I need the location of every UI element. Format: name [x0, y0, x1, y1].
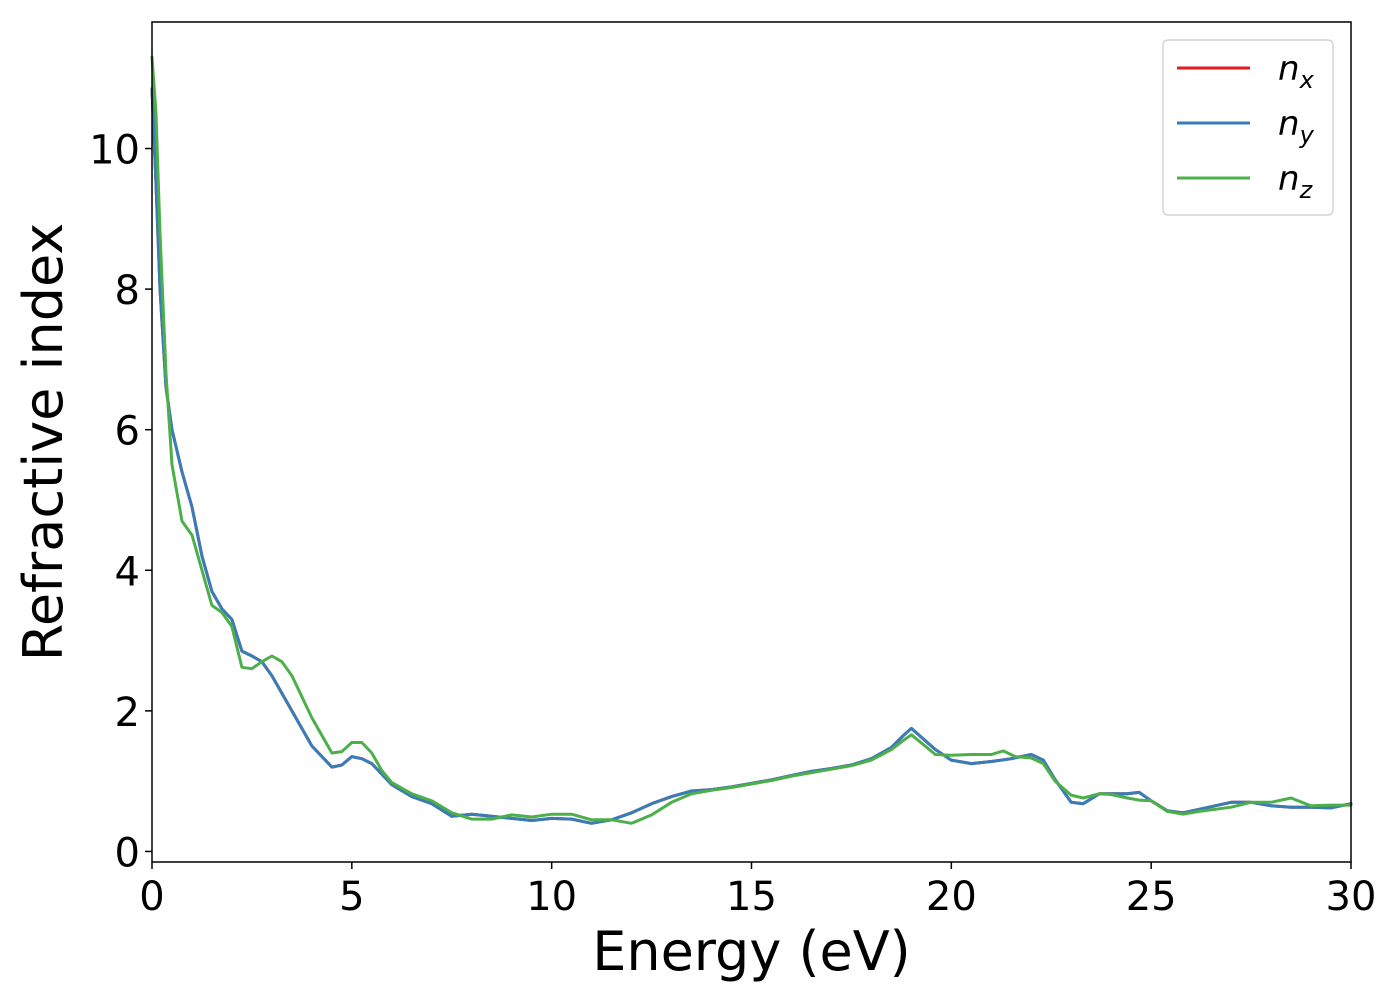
series-line-n-y — [150, 87, 1353, 825]
y-tick-label: 4 — [115, 549, 140, 595]
series-layer — [150, 55, 1353, 825]
y-tick-label: 0 — [115, 830, 140, 876]
x-tick-label: 0 — [139, 874, 164, 920]
x-tick-label: 15 — [726, 874, 777, 920]
y-tick-label: 10 — [89, 128, 140, 174]
x-axis: 0 5 10 15 20 25 30 — [139, 862, 1376, 920]
legend-label-n-z: nz — [1278, 159, 1314, 204]
x-tick-label: 30 — [1326, 874, 1377, 920]
x-tick-label: 5 — [339, 874, 364, 920]
y-axis-label: Refractive index — [12, 223, 75, 662]
legend-label-n-x: nx — [1278, 49, 1315, 94]
y-tick-label: 2 — [115, 690, 140, 736]
legend: nx ny nz — [1162, 39, 1334, 216]
legend-label-n-y: ny — [1278, 104, 1315, 149]
y-tick-label: 8 — [115, 268, 140, 314]
legend-box — [1162, 39, 1334, 216]
series-line-n-z — [150, 55, 1353, 825]
x-tick-label: 10 — [526, 874, 577, 920]
x-tick-label: 25 — [1126, 874, 1177, 920]
x-tick-label: 20 — [926, 874, 977, 920]
x-axis-label: Energy (eV) — [592, 920, 911, 983]
y-axis: 0 2 4 6 8 10 — [89, 128, 152, 876]
y-tick-label: 6 — [115, 409, 140, 455]
